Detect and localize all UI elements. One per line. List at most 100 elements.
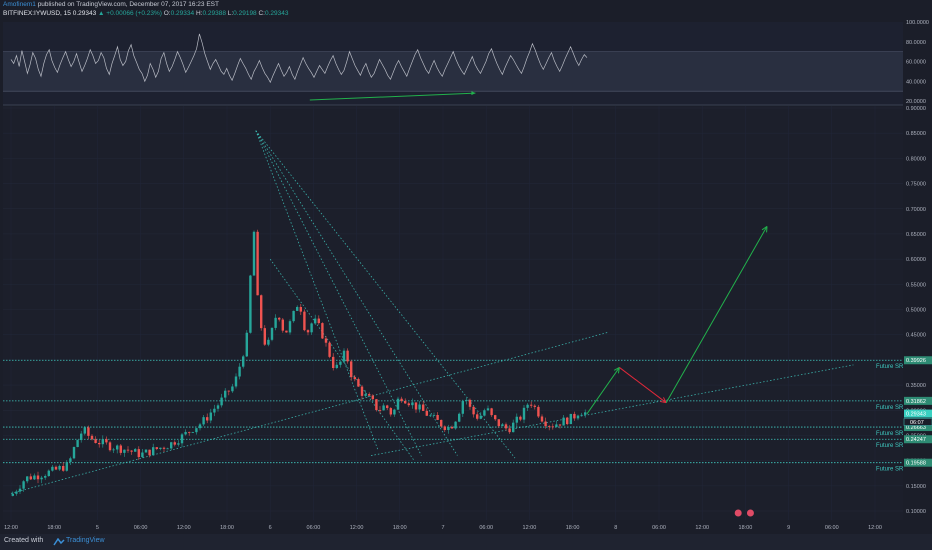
candle-body: [436, 414, 439, 420]
candle-body: [126, 449, 130, 451]
candle-body: [537, 406, 540, 417]
candle-body: [494, 415, 497, 420]
candle-body: [479, 415, 482, 419]
future-sr-label: Future SR: [876, 431, 904, 437]
candle-body: [62, 465, 65, 471]
chart-header: Amofinem1 published on TradingView.com, …: [0, 0, 932, 20]
candle-body: [44, 476, 47, 478]
countdown-label: 06:07: [910, 420, 924, 426]
price-badge: [904, 423, 932, 432]
candle-body: [314, 318, 317, 324]
candle-body: [490, 408, 493, 416]
candle-body: [425, 410, 428, 416]
close-label: C:: [258, 10, 265, 17]
candle-body: [555, 424, 558, 428]
candle-body: [15, 491, 18, 494]
oscillator-tick-label: 80.0000: [906, 40, 926, 46]
candle-body: [418, 404, 421, 410]
time-tick-label: 12:00: [695, 525, 709, 531]
candle-body: [580, 414, 583, 416]
candle-body: [422, 404, 425, 411]
time-tick-label: 06:00: [479, 525, 493, 531]
forecast-down-arrow: [619, 367, 667, 404]
future-sr-label: Future SR: [876, 443, 904, 449]
candle-body: [429, 415, 432, 417]
candle-body: [566, 417, 569, 425]
chart-canvas[interactable]: Future SR Future SR Future SR Future SR Futu…: [0, 0, 932, 534]
candle-body: [274, 317, 277, 328]
candle-body: [360, 386, 364, 396]
price-badge-label: 0.19588: [906, 461, 926, 467]
candle-body: [407, 403, 410, 406]
candle-body: [432, 414, 436, 416]
future-sr-label: Future SR: [876, 364, 904, 370]
candle-body: [202, 417, 205, 425]
time-tick-label: 18:00: [566, 525, 580, 531]
candle-body: [584, 412, 587, 415]
candle-body: [454, 421, 457, 429]
price-tick-label: 0.60000: [906, 257, 926, 263]
candle-body: [11, 493, 14, 496]
time-tick-label: 06:00: [825, 525, 839, 531]
candle-body: [22, 481, 25, 489]
long-trend-line: [10, 331, 609, 494]
low-label: L:: [227, 10, 234, 17]
candle-body: [573, 413, 576, 419]
candle-body: [130, 450, 133, 452]
candle-body: [458, 413, 461, 422]
candle-body: [267, 339, 270, 345]
candle-body: [26, 476, 29, 482]
price-badge: [904, 356, 932, 365]
candle-body: [443, 426, 446, 431]
price-badge-label: 0.31862: [906, 399, 926, 405]
price-change: ▲ +0.00066 (+0.23%): [98, 10, 162, 17]
symbol-label[interactable]: BITFINEX:IYWUSD, 15: [3, 10, 71, 17]
candle-body: [332, 356, 335, 369]
candle-body: [191, 432, 194, 433]
candle-body: [94, 439, 97, 443]
candle-body: [260, 295, 263, 329]
candle-body: [468, 399, 472, 407]
candle-body: [533, 405, 536, 407]
candle-body: [80, 433, 83, 441]
candle-body: [396, 398, 400, 410]
candle-body: [292, 310, 295, 322]
candle-body: [558, 424, 562, 426]
candle-body: [188, 431, 191, 433]
candle-body: [65, 461, 68, 471]
author-link[interactable]: Amofinem1: [3, 1, 36, 8]
candle-body: [400, 398, 403, 401]
price-tick-label: 0.80000: [906, 156, 926, 162]
candle-body: [486, 408, 490, 411]
candle-body: [270, 327, 274, 340]
candle-body: [87, 427, 90, 436]
candle-body: [220, 397, 223, 406]
chart-footer: Created with TradingView: [0, 534, 932, 550]
low-value: 0.29198: [233, 10, 257, 17]
tradingview-brand[interactable]: TradingView: [66, 537, 105, 544]
oscillator-tick-label: 60.0000: [906, 60, 926, 66]
price-panel: Future SR Future SR Future SR Future SR Futu…: [3, 106, 904, 520]
candle-body: [378, 410, 382, 411]
candle-body: [54, 466, 58, 470]
candle-body: [152, 447, 155, 456]
candle-body: [224, 390, 227, 398]
time-tick-label: 12:00: [523, 525, 537, 531]
candle-body: [119, 445, 122, 453]
price-axis-background: [903, 22, 932, 534]
candle-body: [216, 405, 220, 409]
candle-body: [245, 332, 248, 357]
last-price: 0.29343: [72, 10, 97, 17]
price-background: [3, 106, 903, 520]
future-sr-label: Future SR: [876, 405, 904, 411]
time-tick-label: 5: [96, 525, 99, 531]
oscillator-line: [10, 33, 588, 84]
forecast-down-arrow-head: [660, 397, 667, 404]
candle-body: [472, 406, 475, 415]
price-tick-label: 0.50000: [906, 308, 926, 314]
event-marker-icon: [734, 509, 742, 517]
candle-body: [548, 426, 551, 427]
candle-body: [51, 466, 54, 471]
candle-body: [29, 476, 32, 480]
time-tick-label: 18:00: [220, 525, 234, 531]
